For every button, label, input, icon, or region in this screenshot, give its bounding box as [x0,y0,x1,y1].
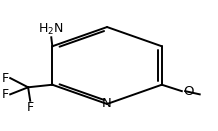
Text: N: N [102,97,112,110]
Text: F: F [2,88,9,101]
Text: O: O [183,85,193,98]
Text: H$_2$N: H$_2$N [39,22,64,37]
Text: F: F [27,101,34,114]
Text: F: F [2,72,9,85]
